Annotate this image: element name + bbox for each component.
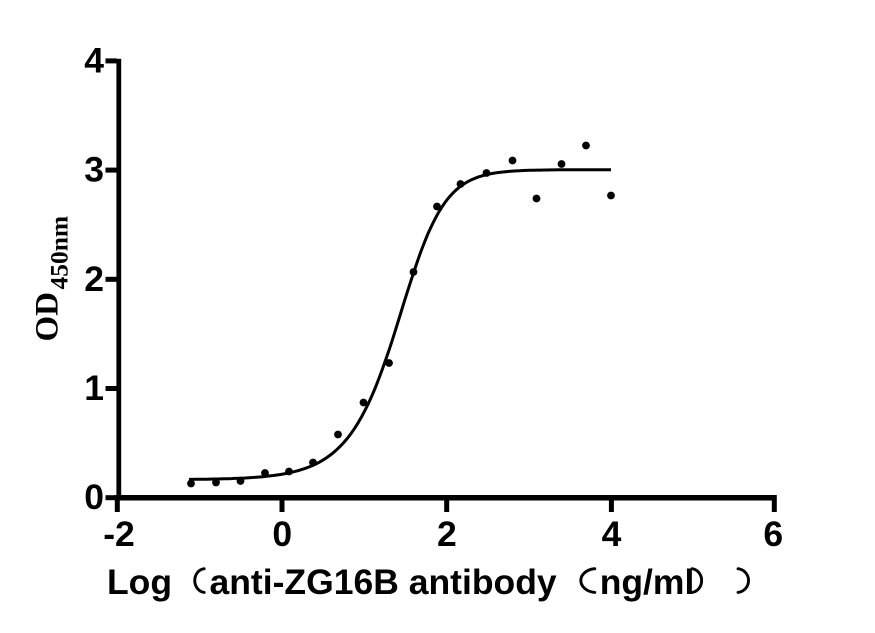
svg-text:4: 4 bbox=[602, 514, 622, 554]
svg-text:3: 3 bbox=[84, 150, 104, 190]
svg-text:2: 2 bbox=[437, 514, 457, 554]
svg-text:0: 0 bbox=[272, 514, 292, 554]
svg-text:ng/ml: ng/ml bbox=[600, 562, 695, 602]
svg-text:2: 2 bbox=[84, 259, 104, 299]
svg-text:-2: -2 bbox=[103, 514, 135, 554]
svg-text:6: 6 bbox=[763, 514, 783, 554]
svg-text:0: 0 bbox=[84, 477, 104, 517]
svg-text:Log: Log bbox=[107, 562, 172, 602]
svg-text:anti-ZG16B antibody: anti-ZG16B antibody bbox=[210, 562, 557, 602]
svg-text:1: 1 bbox=[84, 368, 104, 408]
svg-text:4: 4 bbox=[84, 40, 104, 80]
